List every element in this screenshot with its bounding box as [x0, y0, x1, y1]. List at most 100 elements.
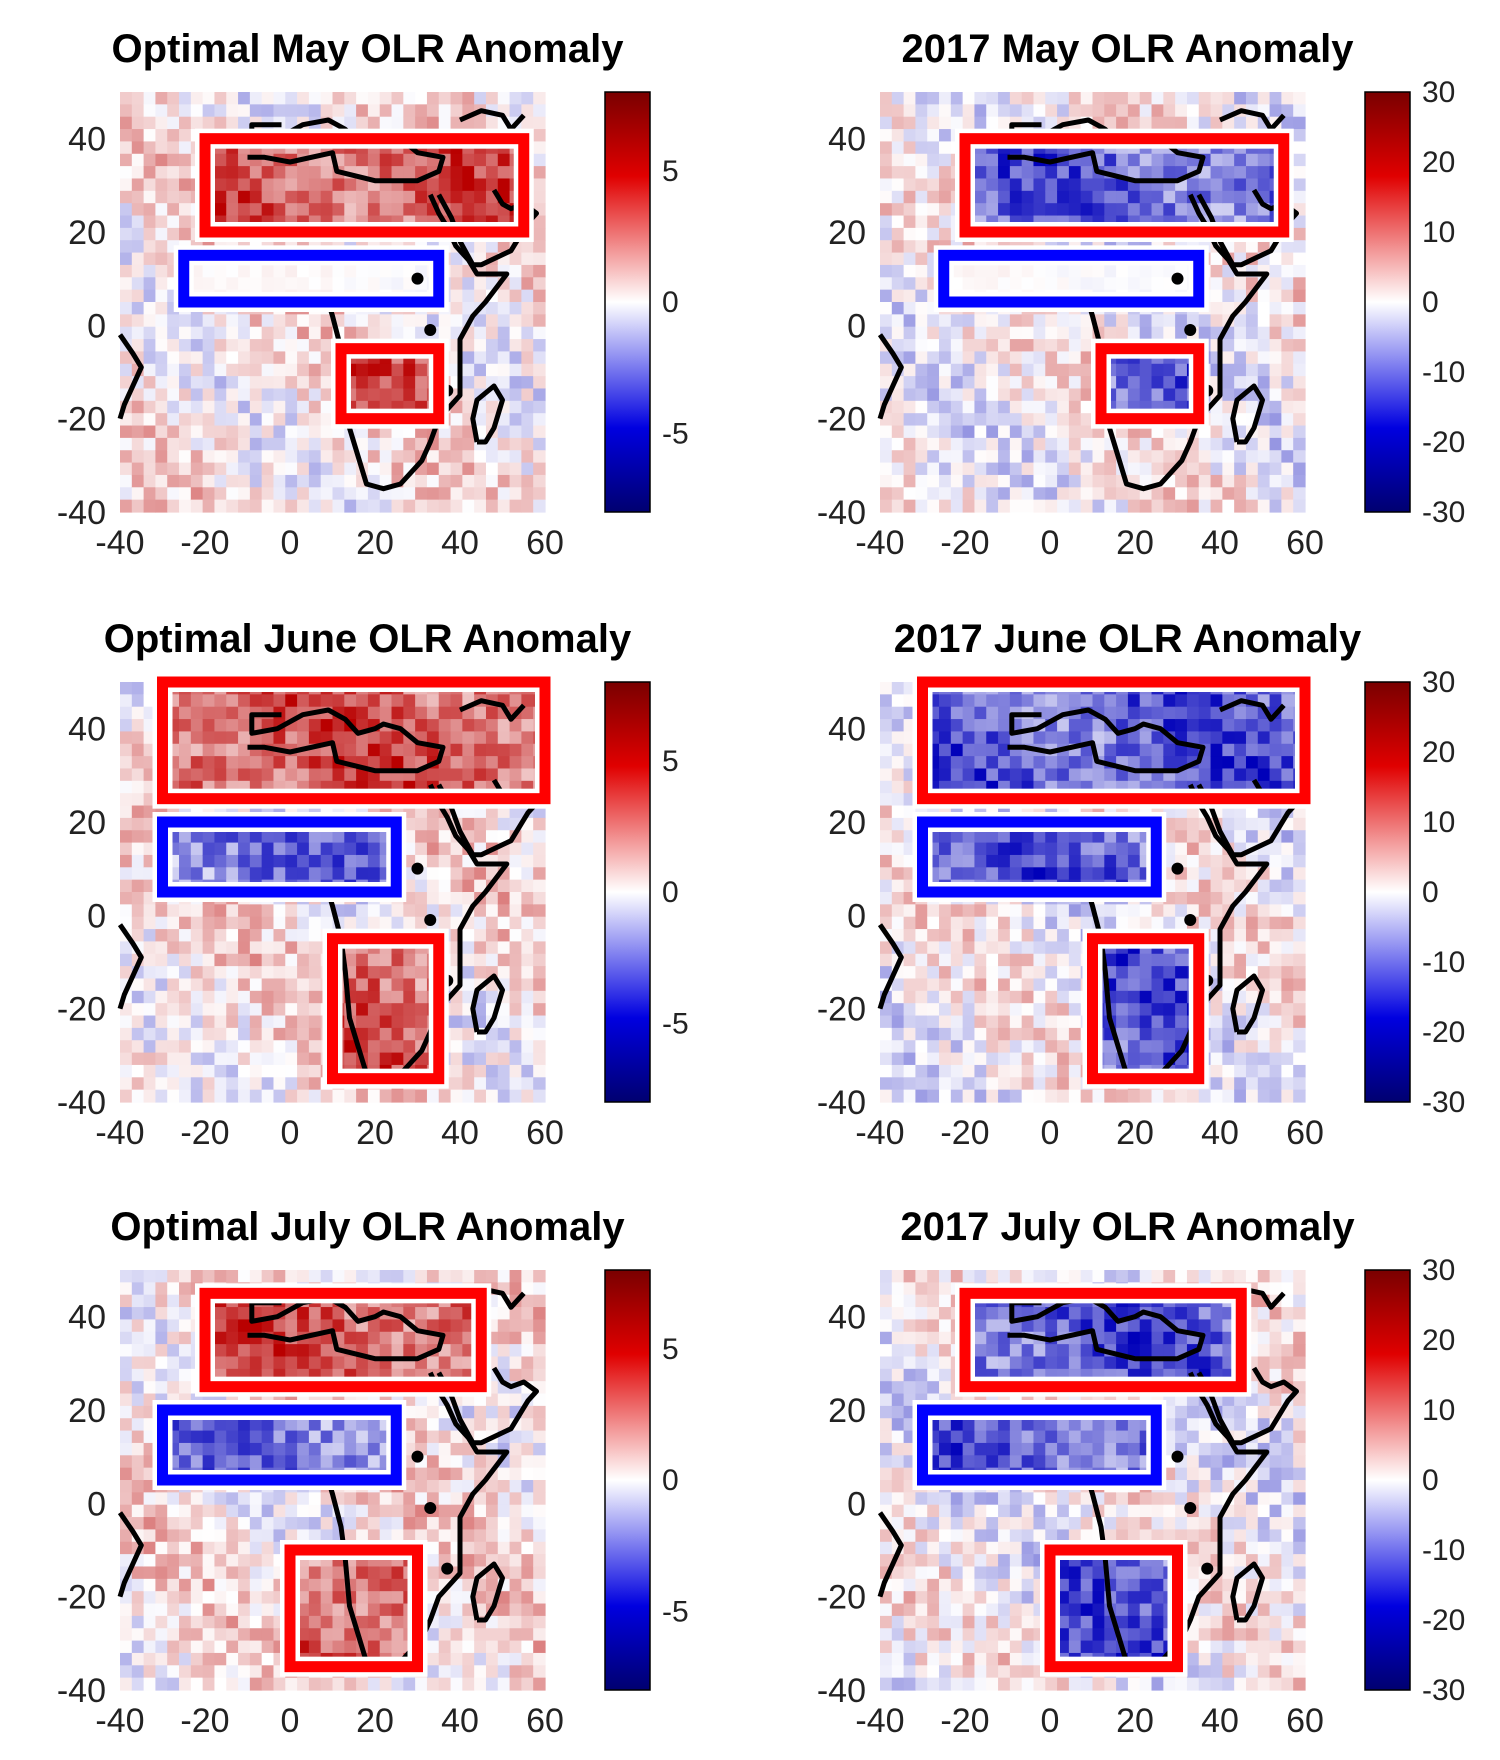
heatmap-cell [1057, 1089, 1070, 1103]
x-tick-label: 40 [441, 524, 479, 562]
heatmap-cell [143, 1089, 157, 1103]
heatmap-cell [1104, 743, 1117, 757]
heatmap-cell [1186, 879, 1200, 893]
heatmap-cell [297, 499, 310, 513]
heatmap-cell [1175, 842, 1188, 856]
heatmap-cell [214, 413, 227, 427]
heatmap-cell [1257, 450, 1271, 464]
heatmap-cell [927, 953, 940, 967]
heatmap-cell [1198, 462, 1212, 476]
heatmap-cell [1198, 425, 1212, 439]
heatmap-cell [249, 92, 263, 105]
heatmap-cell [1281, 1064, 1294, 1078]
heatmap-cell [426, 116, 440, 130]
heatmap-cell [356, 326, 369, 340]
heatmap-cell [344, 854, 357, 868]
heatmap-cell [1068, 376, 1082, 390]
heatmap-cell [202, 326, 216, 340]
heatmap-cell [297, 756, 310, 770]
heatmap-cell [1151, 166, 1164, 180]
heatmap-cell [1080, 719, 1094, 733]
heatmap-cell [533, 978, 546, 992]
heatmap-cell [1257, 1052, 1271, 1066]
heatmap-cell [179, 941, 192, 955]
heatmap-cell [273, 904, 286, 918]
heatmap-cell [927, 166, 940, 180]
heatmap-cell [308, 929, 322, 943]
heatmap-cell [238, 153, 251, 167]
heatmap-cell [356, 830, 369, 844]
x-tick-label: -20 [180, 1114, 229, 1152]
heatmap-cell [1293, 153, 1306, 167]
heatmap-cell [1033, 178, 1046, 192]
blue-region-box [938, 249, 1205, 308]
heatmap-cell [880, 314, 893, 328]
heatmap-cell [939, 1027, 952, 1041]
heatmap-cell [1057, 277, 1070, 291]
heatmap-cell [1281, 437, 1294, 451]
heatmap-cell [297, 203, 310, 217]
heatmap-cell [1009, 978, 1023, 992]
heatmap-cell [273, 1052, 286, 1066]
heatmap-cell [1127, 487, 1141, 501]
heatmap-cell [1092, 104, 1105, 118]
heatmap-cell [249, 388, 263, 402]
heatmap-cell [927, 499, 940, 513]
x-tick-label: 0 [281, 1114, 300, 1152]
heatmap-cell [880, 277, 893, 291]
heatmap-cell [190, 1052, 204, 1066]
heatmap-cell [1222, 1077, 1235, 1091]
heatmap-cell [1116, 842, 1129, 856]
heatmap-cell [1045, 166, 1058, 180]
heatmap-cell [998, 487, 1011, 501]
heatmap-cell [226, 425, 239, 439]
heatmap-cell [950, 768, 964, 782]
heatmap-cell [1234, 376, 1247, 390]
heatmap-cell [1257, 1027, 1271, 1041]
heatmap-cell [891, 990, 905, 1004]
heatmap-cell [179, 978, 192, 992]
heatmap-cell [998, 190, 1011, 204]
heatmap-cell [915, 425, 928, 439]
heatmap-cell [1092, 178, 1105, 192]
heatmap-cell [891, 854, 905, 868]
heatmap-cell [214, 326, 227, 340]
heatmap-cell [1186, 92, 1200, 105]
heatmap-cell [403, 116, 416, 130]
heatmap-cell [261, 904, 275, 918]
heatmap-cell [214, 1077, 227, 1091]
heatmap-cell [509, 400, 522, 414]
heatmap-cell [880, 1064, 893, 1078]
heatmap-cell [367, 363, 381, 377]
heatmap-cell [438, 92, 452, 105]
heatmap-cell [202, 731, 216, 745]
heatmap-cell [533, 351, 546, 365]
heatmap-cell [214, 966, 227, 980]
heatmap-cell [1033, 694, 1046, 708]
heatmap-cell [367, 190, 381, 204]
heatmap-cell [950, 1040, 964, 1054]
heatmap-cell [226, 978, 239, 992]
heatmap-cell [1151, 916, 1164, 930]
heatmap-cell [415, 499, 428, 513]
heatmap-cell [1057, 966, 1070, 980]
heatmap-cell [1175, 1015, 1188, 1029]
heatmap-cell [1210, 904, 1223, 918]
heatmap-cell [509, 1077, 522, 1091]
heatmap-cell [450, 499, 463, 513]
heatmap-cell [332, 437, 345, 451]
heatmap-cell [1057, 854, 1070, 868]
heatmap-cell [273, 1015, 286, 1029]
heatmap-cell [927, 227, 940, 241]
heatmap-cell [485, 1040, 499, 1054]
heatmap-cell [533, 178, 546, 192]
heatmap-cell [903, 1089, 917, 1103]
heatmap-cell [131, 302, 145, 315]
heatmap-cell [391, 190, 404, 204]
heatmap-cell [1080, 462, 1094, 476]
heatmap-cell [249, 437, 263, 451]
heatmap-cell [998, 437, 1011, 451]
heatmap-cell [1045, 768, 1058, 782]
heatmap-cell [202, 978, 216, 992]
